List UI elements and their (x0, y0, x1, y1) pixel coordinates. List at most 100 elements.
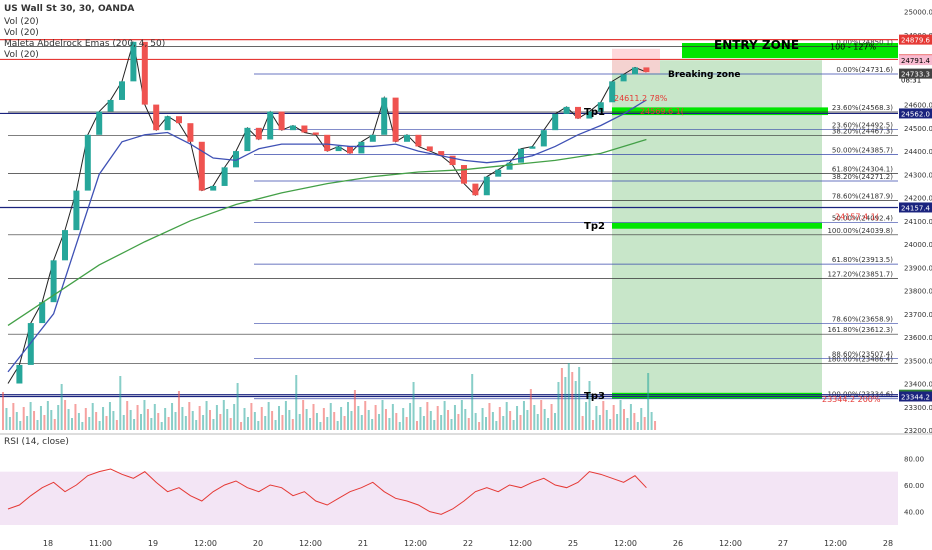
volume-bar (29, 402, 32, 430)
tp2-label: Tp2 (584, 221, 605, 232)
volume-bar (71, 418, 73, 430)
red-annotation: 24611.2 78% (614, 94, 668, 103)
volume-bar (650, 412, 653, 430)
volume-bar (436, 406, 439, 430)
volume-bar (560, 368, 563, 430)
volume-bar (395, 413, 398, 430)
volume-bar (522, 401, 525, 430)
candle (461, 165, 467, 184)
volume-bar (453, 405, 456, 430)
volume-bar (478, 422, 481, 430)
volume-bar (526, 410, 529, 430)
volume-bar (146, 409, 149, 430)
candle (153, 104, 160, 131)
y-tick-label: 23400.0 (904, 381, 932, 389)
legend-vol-1: Vol (20) (4, 17, 39, 27)
volume-bar (26, 416, 29, 430)
volume-bar (129, 410, 132, 430)
volume-bar (260, 407, 263, 430)
volume-bar (2, 392, 4, 430)
candle (233, 151, 239, 168)
candle (324, 134, 331, 152)
candle (278, 111, 285, 131)
volume-bar (550, 404, 553, 430)
candle (141, 41, 148, 105)
candle (39, 302, 46, 324)
volume-bar (209, 410, 211, 430)
candle (495, 169, 502, 177)
volume-bar (629, 404, 632, 430)
candle (540, 130, 547, 147)
candle (244, 127, 251, 152)
fib-label: 0.00%(24850.1) (836, 38, 893, 46)
fib-label: 78.60%(23658.9) (832, 315, 893, 323)
rsi-tick-label: 60.00 (904, 482, 924, 490)
volume-bar (5, 408, 8, 430)
x-tick-label: 12:00 (404, 539, 427, 548)
volume-bar (333, 412, 336, 430)
price-tag-box (899, 74, 932, 85)
volume-bar (160, 422, 163, 430)
volume-bar (426, 402, 429, 430)
volume-bar (326, 417, 329, 430)
candle (529, 146, 536, 149)
fib-label: 0.00%(24731.6) (836, 66, 893, 74)
volume-bar (495, 421, 498, 430)
legend-vol-2: Vol (20) (4, 28, 39, 38)
volume-bar (205, 401, 208, 430)
volume-bar (429, 411, 432, 430)
volume-bar (322, 408, 325, 430)
fib-label: 61.80%(24304.1) (832, 165, 893, 173)
red-annotation: 23344.2 200% (822, 395, 881, 404)
volume-bar (39, 406, 42, 430)
volume-bar (12, 403, 15, 430)
breaking-zone-label: Breaking zone (668, 70, 740, 80)
volume-bar (215, 405, 218, 430)
volume-bar (505, 402, 508, 430)
x-tick-label: 18 (43, 539, 53, 548)
volume-bar (240, 422, 243, 430)
volume-bar (181, 407, 184, 430)
volume-bar (108, 402, 111, 430)
candle (404, 134, 410, 142)
x-tick-label: 25 (568, 539, 578, 548)
volume-bar (315, 413, 318, 430)
volume-bar (126, 401, 129, 430)
volume-bar (105, 416, 108, 430)
x-tick-label: 22 (463, 539, 473, 548)
candle (438, 151, 445, 156)
volume-bar (405, 417, 408, 430)
volume-bar (654, 421, 657, 430)
price-tag-box (899, 34, 932, 45)
volume-bar (36, 420, 39, 430)
volume-bar (564, 377, 567, 430)
volume-bar (519, 415, 522, 430)
candle (198, 141, 205, 191)
y-tick-label: 23600.0 (904, 334, 932, 342)
volume-bar (567, 363, 570, 430)
volume-bar (581, 416, 584, 430)
candle (586, 111, 593, 119)
volume-bar (140, 414, 142, 430)
volume-bar (516, 406, 519, 430)
candle (130, 41, 137, 82)
volume-bar (281, 415, 284, 430)
volume-bar (536, 414, 539, 430)
y-tick-label: 24400.0 (904, 148, 932, 156)
volume-bar (636, 422, 639, 430)
volume-bar (119, 376, 122, 430)
volume-bar (298, 414, 301, 430)
volume-bar (595, 406, 598, 430)
volume-bar (246, 417, 249, 430)
volume-bar (77, 413, 80, 430)
candle (27, 323, 34, 365)
tp3-bar (612, 392, 822, 399)
fib-label: 50.00%(24385.7) (832, 146, 893, 154)
volume-bar (605, 410, 608, 430)
volume-bar (343, 416, 346, 430)
candle (632, 67, 638, 75)
volume-bar (529, 389, 532, 430)
price-tag-label: 24791.4 (901, 57, 930, 65)
candle (483, 176, 490, 196)
